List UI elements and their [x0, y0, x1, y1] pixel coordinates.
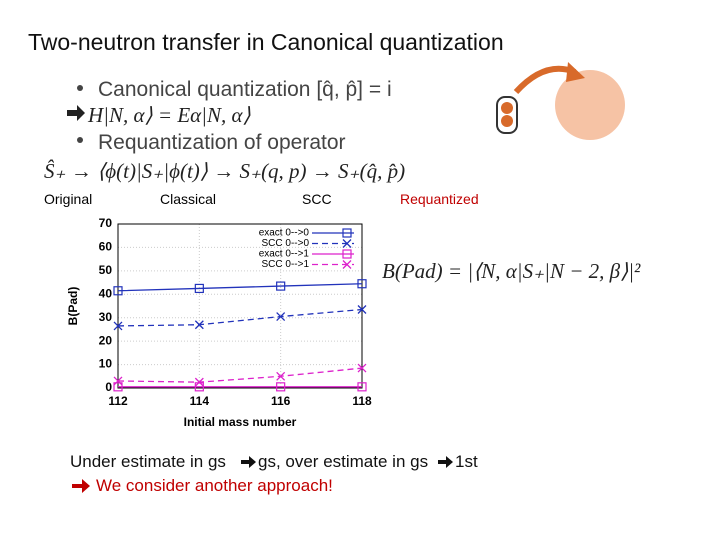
y-tick-label: 40 [99, 286, 113, 300]
transfer-arrow-head [566, 62, 585, 82]
legend-label: SCC 0-->0 [261, 238, 309, 249]
y-tick-label: 0 [105, 380, 112, 394]
nucleon [501, 102, 513, 114]
series-line [117, 367, 363, 383]
marker [276, 312, 286, 322]
bullet [77, 137, 83, 143]
x-axis-label: Initial mass number [184, 415, 297, 429]
plot-frame [117, 223, 363, 389]
arrow-icon [438, 456, 453, 468]
marker [357, 279, 367, 289]
arrow-icon [67, 105, 85, 121]
marker [357, 305, 367, 314]
x-tick-label: 114 [190, 394, 210, 408]
marker [194, 377, 204, 387]
stage-label: Original [44, 191, 92, 207]
y-tick-label: 30 [99, 310, 113, 324]
nucleus [555, 70, 625, 140]
marker [357, 382, 367, 392]
x-tick-label: 118 [352, 394, 372, 408]
note: 1st [455, 452, 478, 471]
equation: H|N, α⟩ = Eα|N, α⟩ [87, 103, 251, 127]
stage-label: Classical [160, 191, 216, 207]
marker [276, 382, 286, 392]
y-tick-label: 10 [99, 357, 113, 371]
marker [276, 371, 286, 381]
series-line [117, 308, 363, 327]
conclusion: We consider another approach! [96, 476, 333, 495]
bullet-text: Requantization of operator [98, 131, 346, 154]
nucleus-box [496, 96, 518, 134]
marker [113, 376, 123, 386]
stage-label: Requantized [400, 191, 479, 207]
formula: B(Pad) = |⟨N, α|S₊|N − 2, β⟩|² [382, 259, 641, 283]
arrow-icon [72, 479, 90, 493]
marker [113, 321, 123, 331]
legend-label: exact 0-->1 [259, 249, 310, 260]
marker [276, 281, 286, 291]
note: gs, over estimate in gs [258, 452, 428, 471]
y-axis-label: B(Pad) [66, 287, 80, 326]
nucleon [501, 115, 513, 127]
marker [357, 363, 367, 373]
arrow-icon [241, 456, 256, 468]
series-line [117, 283, 363, 292]
bullet-text: Canonical quantization [q̂, p̂] = i [98, 78, 392, 101]
legend-label: SCC 0-->1 [261, 259, 309, 270]
y-tick-label: 20 [99, 333, 113, 347]
x-tick-label: 116 [271, 394, 291, 408]
y-tick-label: 60 [99, 240, 113, 254]
slide-title: Two-neutron transfer in Canonical quanti… [28, 29, 504, 55]
legend-label: exact 0-->0 [259, 228, 310, 239]
legend-marker [342, 239, 352, 248]
y-tick-label: 70 [99, 216, 113, 230]
legend-marker [342, 228, 352, 238]
marker [113, 286, 123, 296]
legend-marker [342, 260, 352, 269]
bullet [77, 85, 83, 91]
x-tick-label: 112 [108, 394, 128, 408]
equation: Ŝ₊ → ⟨ϕ(t)|S₊|ϕ(t)⟩ → S₊(q, p) → S₊(q̂, … [44, 159, 405, 183]
marker [194, 320, 204, 330]
stage-label: SCC [302, 191, 332, 207]
y-tick-label: 50 [99, 263, 113, 277]
legend-marker [342, 249, 352, 259]
marker [113, 382, 123, 392]
note: Under estimate in gs [70, 452, 226, 471]
marker [194, 283, 204, 294]
